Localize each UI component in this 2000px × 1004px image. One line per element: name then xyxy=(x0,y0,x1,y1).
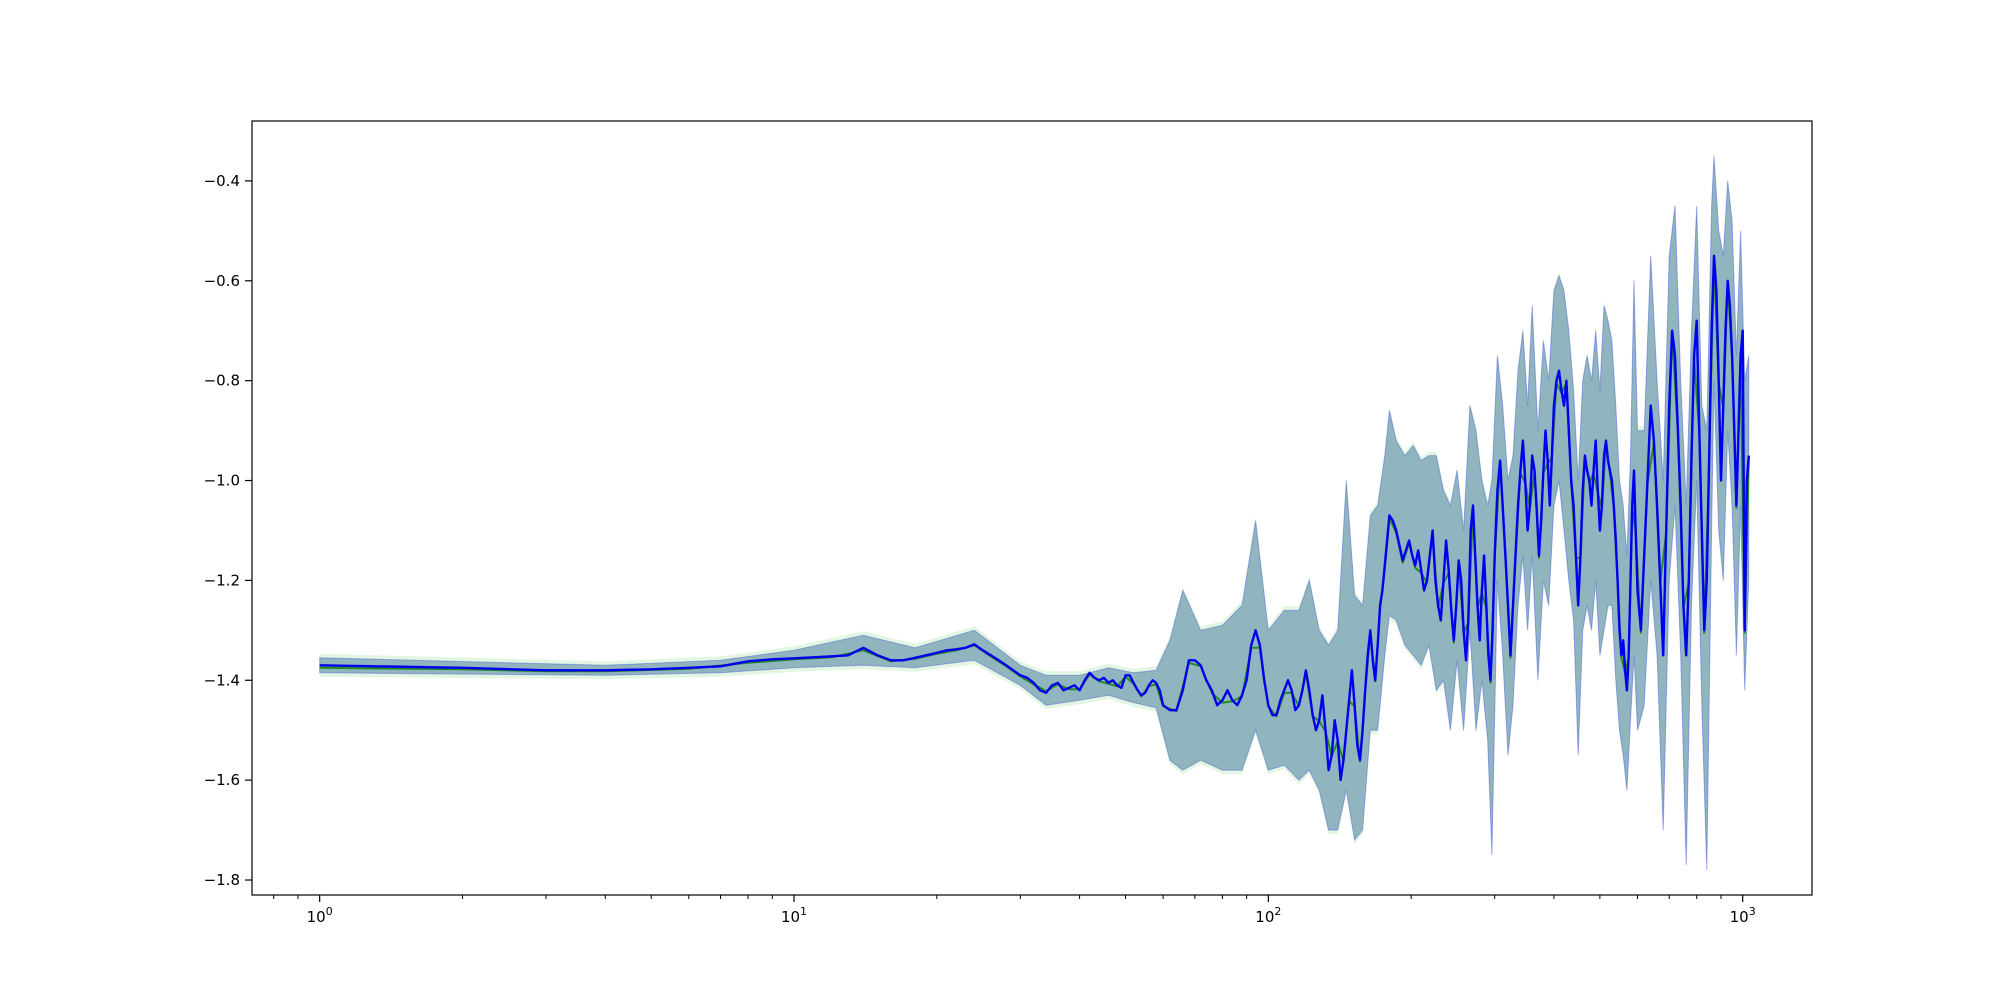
y-tick-label: −0.4 xyxy=(204,172,240,190)
y-tick-label: −0.6 xyxy=(204,272,240,290)
confidence-bands xyxy=(319,152,1750,874)
y-tick-label: −1.6 xyxy=(204,771,240,789)
y-tick-label: −1.4 xyxy=(204,671,240,689)
x-tick-label: 101 xyxy=(781,905,807,926)
y-tick-label: −0.8 xyxy=(204,372,240,390)
band-0 xyxy=(319,155,1750,871)
y-tick-label: −1.2 xyxy=(204,571,240,589)
series-lines xyxy=(319,254,1750,782)
y-tick-label: −1.8 xyxy=(204,871,240,889)
band-green-0 xyxy=(319,152,1749,874)
x-tick-label: 102 xyxy=(1255,905,1281,926)
y-axis-ticks: −0.4 −0.6 −0.8 −1.0 −1.2 −1.4 −1.6 −1.8 xyxy=(204,172,252,889)
x-tick-label: 100 xyxy=(307,905,333,926)
plot-frame xyxy=(251,120,1813,896)
y-tick-label: −1.0 xyxy=(204,472,240,490)
series-line-1 xyxy=(319,254,1750,782)
x-tick-label: 103 xyxy=(1730,905,1756,926)
x-axis-ticks: 100 101 102 103 xyxy=(273,895,1756,926)
